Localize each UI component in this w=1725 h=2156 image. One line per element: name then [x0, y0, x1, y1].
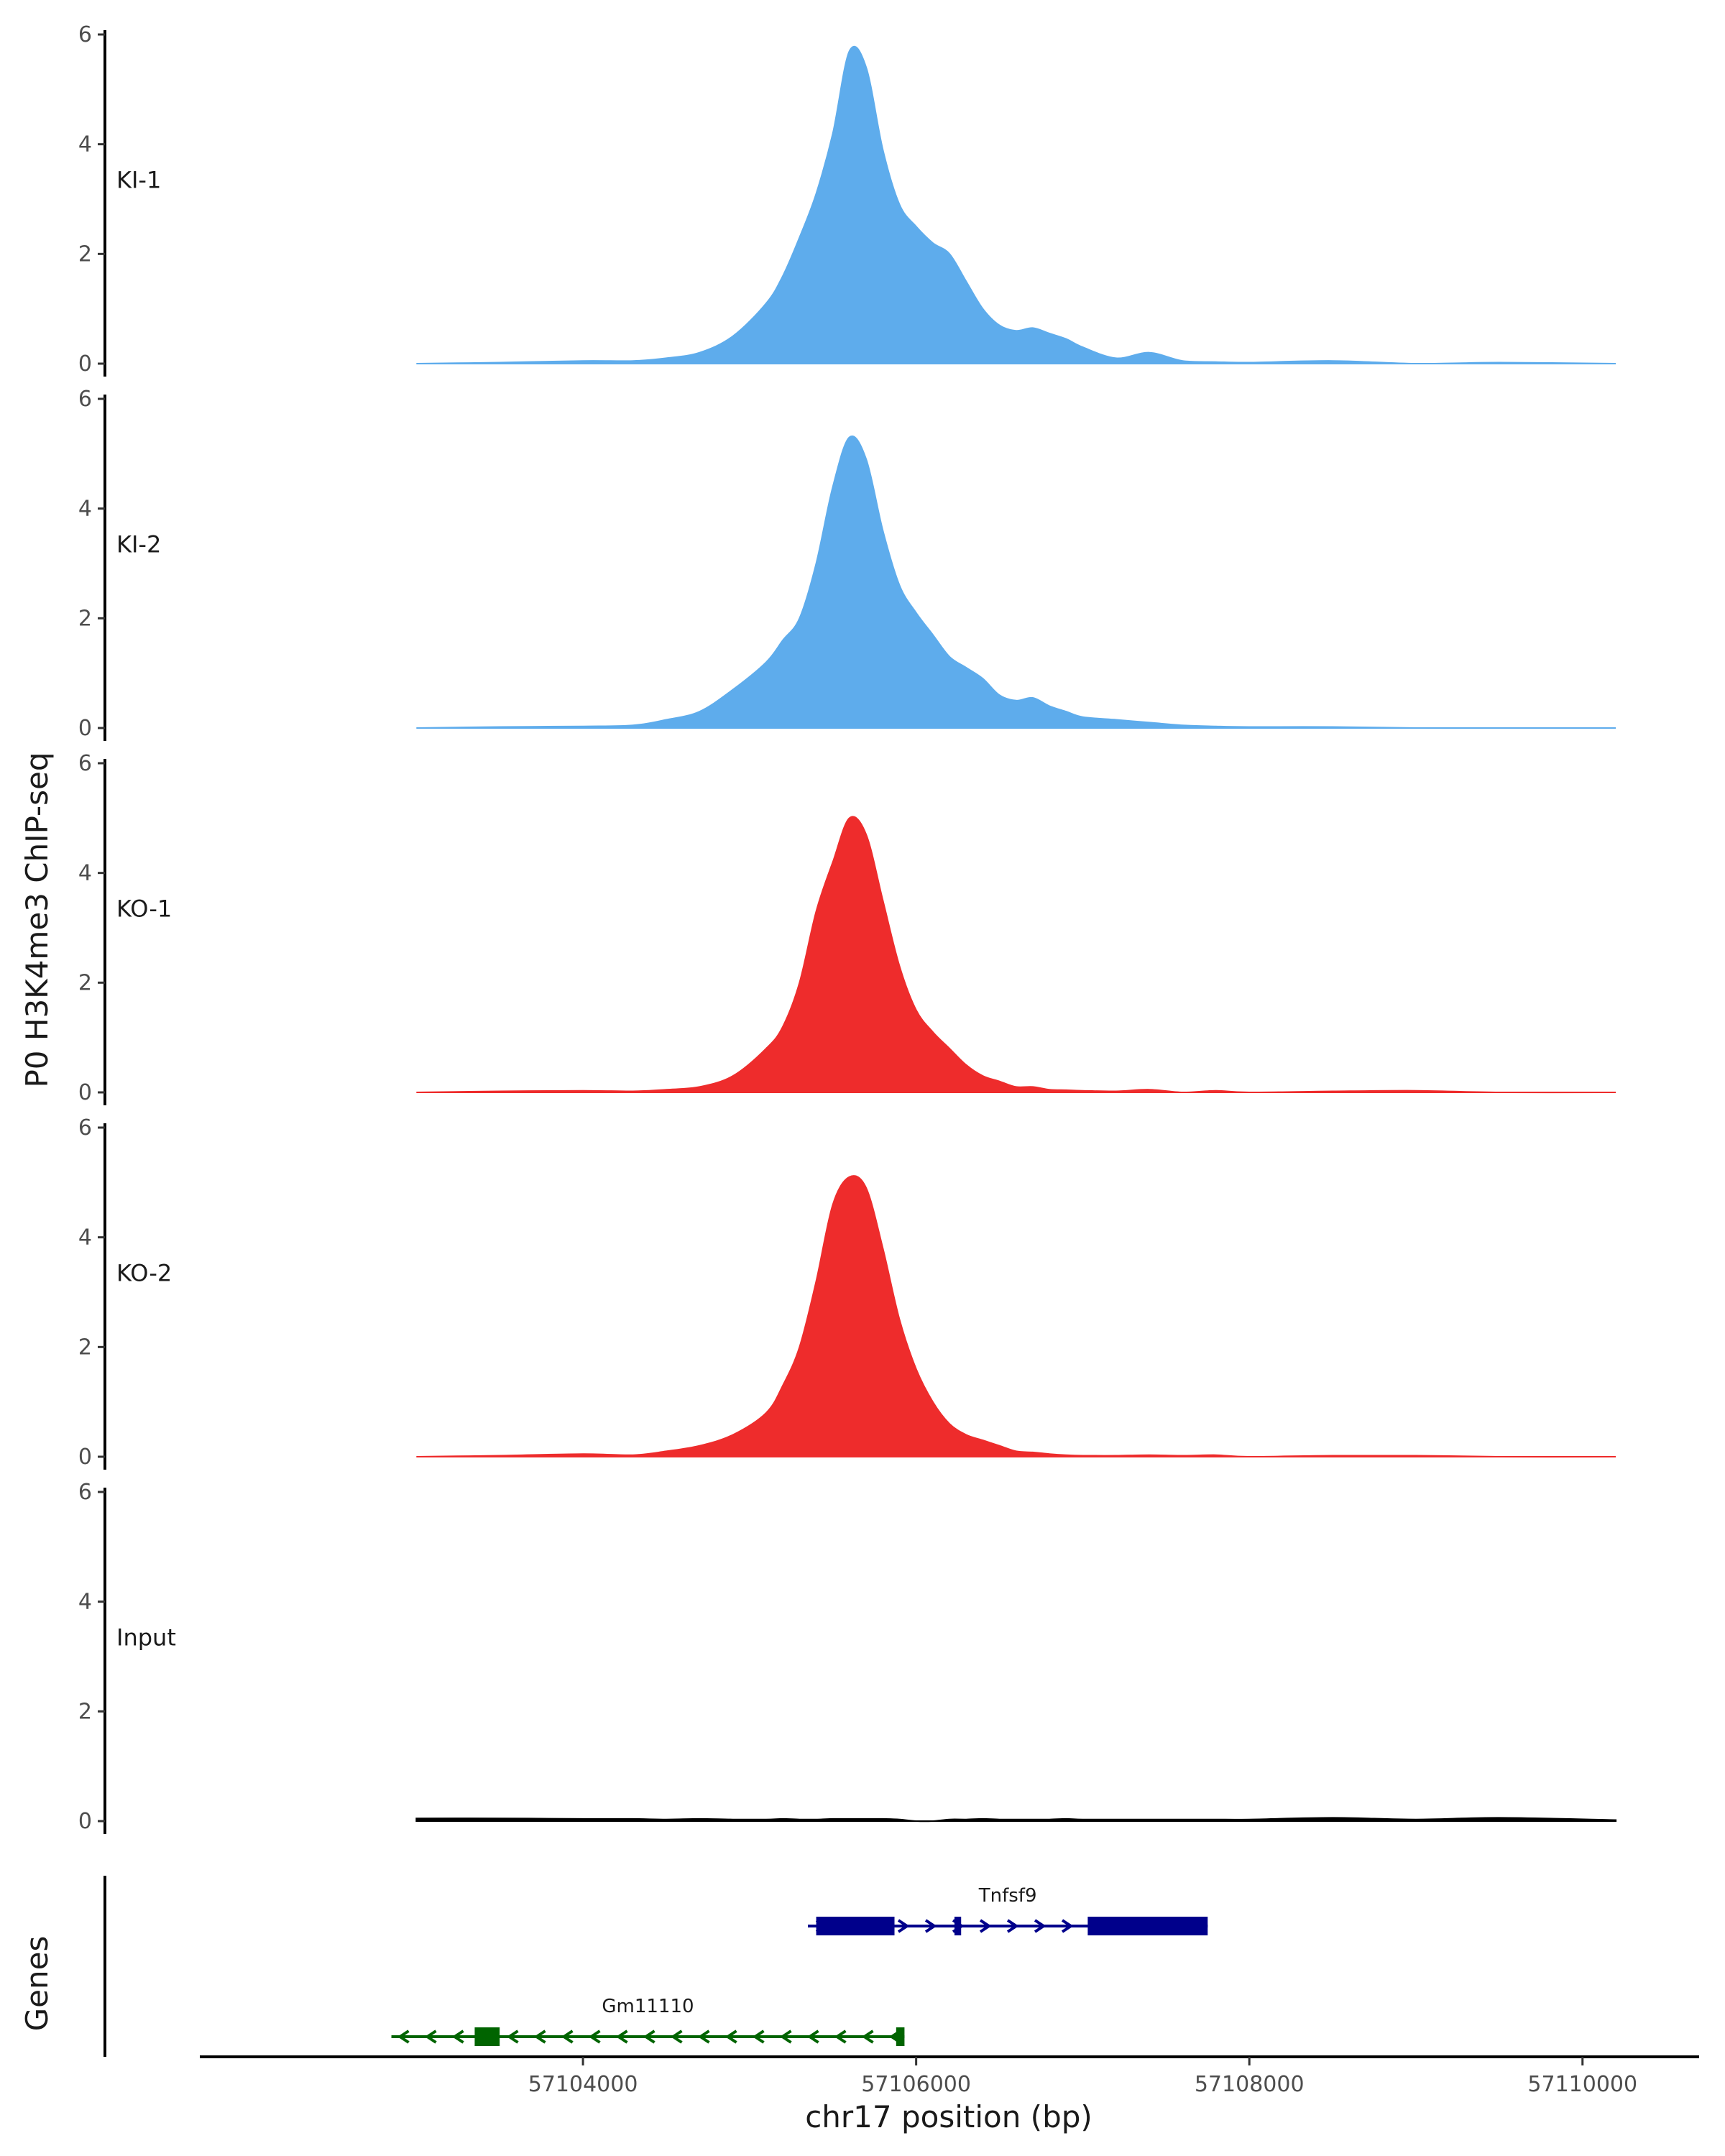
strand-arrow-icon: [1034, 1919, 1046, 1933]
y-tick-label: 0: [78, 351, 92, 377]
coverage-area: [416, 816, 1616, 1094]
track-ki-2: 0 2 4 6 KI-2: [78, 387, 1616, 741]
x-tick-label: 57108000: [1195, 2072, 1305, 2097]
gene-exon: [954, 1917, 962, 1935]
y-tick-label: 4: [78, 1225, 92, 1250]
y-tick-label: 2: [78, 241, 92, 267]
gene-exon: [474, 2027, 500, 2046]
gene-exon: [1087, 1917, 1208, 1935]
track-label: KI-1: [116, 167, 161, 194]
strand-arrow-icon: [806, 2030, 819, 2044]
coverage-tracks: 0 2 4 6 KI-1 0 2 4 6 KI-2 0 2 4 6 KO-1 0 2 4 6 KO-2 0 2 4 6 Inpu…: [78, 22, 1617, 1834]
y-tick-label: 6: [78, 751, 92, 776]
track-label: Input: [116, 1624, 176, 1651]
strand-arrow-icon: [643, 2030, 656, 2044]
strand-arrow-icon: [670, 2030, 683, 2044]
strand-arrow-icon: [588, 2030, 601, 2044]
strand-arrow-icon: [897, 1919, 910, 1933]
track-ko-2: 0 2 4 6 KO-2: [78, 1115, 1616, 1470]
strand-arrow-icon: [506, 2030, 519, 2044]
y-tick-label: 4: [78, 132, 92, 157]
track-label: KO-1: [116, 895, 172, 923]
strand-arrow-icon: [561, 2030, 574, 2044]
x-tick-label: 57110000: [1527, 2072, 1637, 2097]
y-tick-label: 6: [78, 1480, 92, 1505]
x-axis: 57104000 57106000 57108000 57110000: [200, 2055, 1699, 2097]
strand-arrow-icon: [979, 1919, 992, 1933]
y-tick-label: 6: [78, 22, 92, 47]
strand-arrow-icon: [924, 1919, 937, 1933]
strand-arrow-icon: [752, 2030, 765, 2044]
track-input: 0 2 4 6 Input: [78, 1480, 1617, 1834]
y-tick-label: 6: [78, 1115, 92, 1141]
strand-arrow-icon: [451, 2030, 464, 2044]
y-tick-label: 2: [78, 606, 92, 631]
y-tick-label: 0: [78, 1080, 92, 1105]
gene-exon: [816, 1917, 895, 1935]
strand-arrow-icon: [861, 2030, 874, 2044]
strand-arrow-icon: [697, 2030, 710, 2044]
y-tick-label: 4: [78, 861, 92, 886]
track-ko-1: 0 2 4 6 KO-1: [78, 751, 1616, 1105]
gene-exon: [896, 2027, 905, 2046]
strand-arrow-icon: [397, 2030, 410, 2044]
strand-arrow-icon: [724, 2030, 737, 2044]
strand-arrow-icon: [615, 2030, 628, 2044]
y-tick-label: 6: [78, 387, 92, 412]
track-ki-1: 0 2 4 6 KI-1: [78, 22, 1616, 377]
genes-axis-title: Genes: [19, 1936, 55, 2032]
coverage-area: [416, 436, 1616, 729]
strand-arrow-icon: [834, 2030, 847, 2044]
x-tick-label: 57104000: [528, 2072, 638, 2097]
y-axis-title: P0 H3K4me3 ChIP-seq: [19, 752, 55, 1087]
gene-name-label: Gm11110: [602, 1996, 694, 2017]
coverage-area: [416, 1175, 1616, 1458]
y-tick-label: 0: [78, 716, 92, 741]
x-axis-title: chr17 position (bp): [805, 2099, 1092, 2134]
track-label: KI-2: [116, 531, 161, 558]
y-tick-label: 4: [78, 1590, 92, 1615]
gene-name-label: Tnfsf9: [978, 1885, 1037, 1907]
strand-arrow-icon: [533, 2030, 546, 2044]
gene-tnfsf9: Tnfsf9: [807, 1885, 1208, 1935]
coverage-area: [415, 1817, 1617, 1823]
track-label: KO-2: [116, 1260, 172, 1287]
gene-gm11110: Gm11110: [391, 1996, 905, 2046]
y-tick-label: 0: [78, 1445, 92, 1470]
gene-annotation-panel: Tnfsf9 Gm11110: [104, 1876, 1208, 2057]
strand-arrow-icon: [1006, 1919, 1019, 1933]
y-tick-label: 2: [78, 1699, 92, 1724]
y-tick-label: 4: [78, 497, 92, 522]
y-tick-label: 2: [78, 1335, 92, 1360]
coverage-area: [416, 45, 1616, 365]
y-tick-label: 2: [78, 970, 92, 995]
y-tick-label: 0: [78, 1809, 92, 1834]
strand-arrow-icon: [779, 2030, 792, 2044]
strand-arrow-icon: [1061, 1919, 1074, 1933]
x-tick-label: 57106000: [861, 2072, 971, 2097]
strand-arrow-icon: [424, 2030, 437, 2044]
